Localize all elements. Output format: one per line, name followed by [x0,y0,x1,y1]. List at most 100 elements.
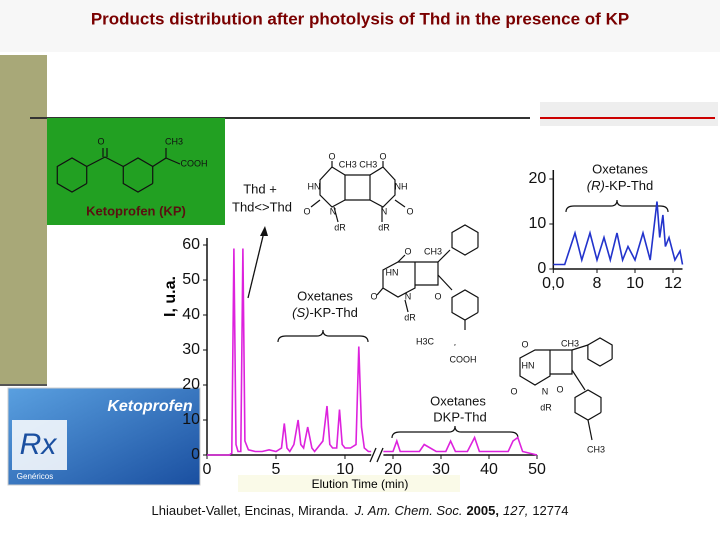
atom: NH [395,181,408,191]
citation-page: 12774 [532,503,568,518]
arrow-head [260,226,268,236]
stereo: (R) [587,178,605,193]
bond [376,287,384,296]
ketoprofen-box [47,118,225,225]
bond [394,199,406,208]
oxetanes-r-label: (R)-KP-Thd [587,178,653,193]
x-tick-label: 0,0 [542,275,564,292]
atom: COOH [181,158,208,168]
atom: O [556,384,563,394]
y-tick-label: 30 [182,341,200,358]
bond [437,274,453,291]
x-tick-label: 20 [384,461,402,478]
xlabel-bg [238,475,460,492]
bond [319,166,346,208]
dimer-structure: O CH3 CH3 O HN NH O N N O dR dR [303,151,413,232]
y-tick-label: 10 [182,411,200,428]
trace [383,435,538,456]
atom: HN [522,360,535,370]
oxetanes-s-label: Oxetanes [297,288,353,303]
atom: O [303,206,310,216]
label-rest: -KP-Thd [309,305,357,320]
x-tick-label: 12 [664,275,682,292]
oxetane-dkp-structure: O CH3 HN O N O dR CH3 [510,338,605,454]
citation-authors: Lhiaubet-Vallet, Encinas, Miranda. [152,503,349,518]
x-tick-label: 30 [432,461,450,478]
y-tick-label: 0 [191,446,200,463]
atom: CH3 [165,136,183,146]
x-tick-label: 10 [336,461,354,478]
bracket [391,425,519,439]
atom: COOH [450,354,477,364]
dimer-label: Thd<>Thd [232,199,292,214]
atom: N [330,206,337,216]
y-axis-label: I, u.a. [162,276,179,317]
x-tick-label: 8 [593,275,602,292]
atom: O [370,291,377,301]
atom: HN [308,181,321,191]
y-tick-label: 20 [529,170,547,187]
bond [165,157,181,165]
arrow [247,231,265,299]
atom: H3C [416,336,435,346]
atom: O [379,151,386,161]
ring [587,337,613,367]
citation-volume: 127, [503,503,528,518]
x-tick-label: 10 [626,275,644,292]
atom: dR [378,222,390,232]
bond [404,299,409,313]
atom: dR [334,222,346,232]
bond [587,419,593,441]
ketoprofen-label: Ketoprofen (KP) [86,203,186,218]
axis-break [376,447,384,463]
drug-rx: Rx [20,428,58,461]
atom: HN [386,267,399,277]
bracket [565,199,669,213]
drug-logo [12,420,67,470]
citation-journal: J. Am. Chem. Soc. [354,503,463,518]
bond [571,344,589,351]
bond [519,349,551,386]
atom: N [405,291,412,301]
x-tick-label: 0 [203,461,212,478]
x-tick-label: 40 [480,461,498,478]
bond [369,166,396,208]
atom: CH3 [424,246,442,256]
dimer-label: Thd + [243,181,277,196]
trace [207,248,372,456]
y-tick-label: 20 [182,376,200,393]
oxetanes-r-label: Oxetanes [592,161,648,176]
x-tick-label: 5 [272,461,281,478]
atom: O [97,136,104,146]
atom: O [404,246,411,256]
y-tick-label: 0 [537,260,546,277]
bond [333,206,339,223]
bracket [277,329,369,343]
ketoprofen-structure: O CH3 COOH [97,136,207,168]
atom: CH3 [561,338,579,348]
atom: N [542,386,549,396]
ring [574,389,602,421]
bond [344,174,371,201]
citation-year: 2005, [466,503,499,518]
oxetanes-dkp-label: DKP-Thd [433,409,486,424]
label-rest: -KP-Thd [605,178,653,193]
bond [415,261,439,286]
title-band [0,0,720,52]
oxetanes-dkp-label: Oxetanes [430,393,486,408]
bond [550,349,573,375]
citation: Lhiaubet-Vallet, Encinas, Miranda. J. Am.… [152,503,569,518]
atom: O [406,206,413,216]
bond [86,156,124,168]
x-axis-label: Elution Time (min) [312,477,409,491]
trace [553,201,684,266]
y-tick-label: 50 [182,271,200,288]
atom: O [328,151,335,161]
atom: dR [540,402,552,412]
atom: CH3 CH3 [339,159,378,169]
atom: N [381,206,388,216]
oxetane-s-structure: O CH3 HN O N O dR H3C COOH [370,246,476,364]
drug-name: Ketoprofen [107,398,193,415]
